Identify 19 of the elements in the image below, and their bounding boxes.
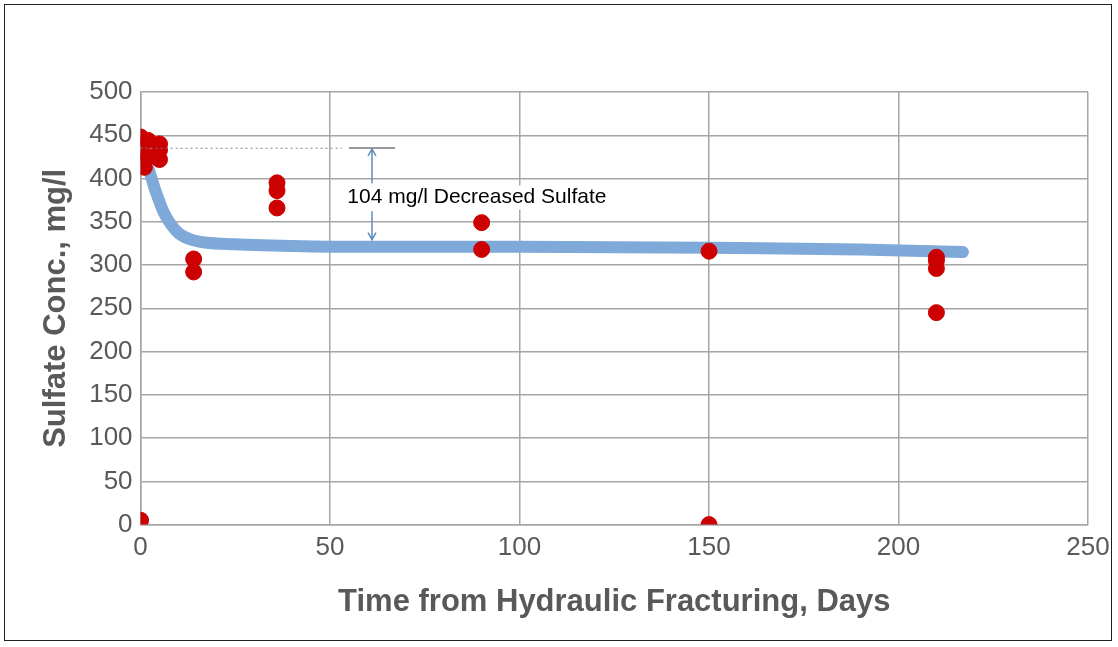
y-tick-label: 500 bbox=[89, 75, 133, 106]
x-tick-label: 250 bbox=[1066, 531, 1110, 562]
y-tick-label: 250 bbox=[89, 291, 133, 322]
x-tick-label: 100 bbox=[497, 531, 542, 562]
y-tick-label: 50 bbox=[103, 464, 133, 495]
y-tick-label: 400 bbox=[89, 161, 133, 192]
y-tick-label: 100 bbox=[89, 421, 133, 452]
y-tick-label: 200 bbox=[89, 334, 133, 365]
y-tick-label: 450 bbox=[89, 118, 133, 149]
x-tick-label: 200 bbox=[876, 531, 921, 562]
y-tick-label: 350 bbox=[89, 204, 133, 235]
x-axis-title: Time from Hydraulic Fracturing, Days bbox=[338, 582, 891, 618]
y-tick-label: 300 bbox=[89, 248, 133, 279]
y-tick-label: 0 bbox=[118, 507, 133, 538]
y-tick-label: 150 bbox=[89, 377, 133, 408]
x-tick-label: 150 bbox=[687, 531, 731, 562]
x-tick-label: 50 bbox=[315, 531, 345, 562]
y-axis-title: Sulfate Conc., mg/l bbox=[37, 168, 73, 448]
annotation: 104 mg/l Decreased Sulfate bbox=[347, 184, 607, 208]
